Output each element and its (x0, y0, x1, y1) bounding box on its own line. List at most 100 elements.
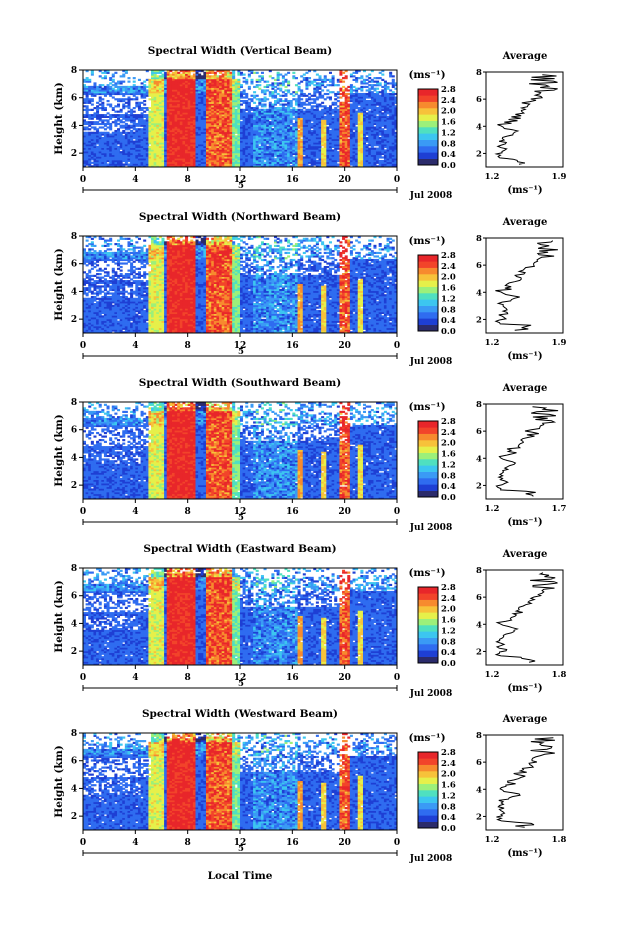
heatmap-cell (133, 84, 136, 86)
heatmap-cell (135, 102, 138, 104)
heatmap-cell (146, 89, 149, 91)
heatmap-cell (240, 84, 243, 86)
heatmap-cell (240, 72, 243, 74)
heatmap-cell (120, 109, 123, 111)
heatmap-cell (135, 86, 138, 88)
heatmap-cell (96, 121, 99, 123)
heatmap-cell (101, 84, 104, 86)
heatmap-cell (277, 88, 280, 90)
heatmap-cell (122, 130, 125, 132)
heatmap-cell (308, 102, 311, 104)
heatmap-cell (339, 96, 342, 98)
heatmap-cell (308, 93, 311, 95)
heatmap-cell (292, 95, 295, 97)
heatmap-cell (245, 79, 248, 81)
heatmap-cell (127, 125, 130, 127)
heatmap-cell (88, 109, 91, 111)
heatmap-cell (86, 126, 89, 128)
heatmap-cell (258, 79, 261, 81)
heatmap-cell (300, 102, 303, 104)
heatmap-cell (146, 107, 149, 109)
heatmap-cell (235, 109, 238, 111)
heatmap-cell (329, 91, 332, 93)
heatmap-cell (93, 126, 96, 128)
heatmap-cell (127, 96, 130, 98)
heatmap-cell (347, 86, 350, 88)
heatmap-cell (122, 98, 125, 100)
heatmap-cell (143, 111, 146, 113)
heatmap-cell (91, 104, 94, 106)
heatmap-cell (109, 86, 112, 88)
heatmap-cell (261, 89, 264, 91)
heatmap-cell (300, 98, 303, 100)
heatmap-cell (319, 75, 322, 77)
heatmap-cell (120, 75, 123, 77)
heatmap-cell (245, 100, 248, 102)
heatmap-cell (99, 84, 102, 86)
heatmap-cell (138, 102, 141, 104)
heatmap-cell (130, 98, 133, 100)
heatmap-cell (148, 79, 151, 81)
heatmap-cell (91, 98, 94, 100)
heatmap-cell (311, 98, 314, 100)
heatmap-cell (243, 81, 246, 83)
heatmap-cell (353, 72, 356, 74)
heatmap-cell (353, 86, 356, 88)
heatmap-cell (253, 107, 256, 109)
heatmap-cell (107, 132, 110, 134)
heatmap-cell (130, 125, 133, 127)
heatmap-cell (316, 79, 319, 81)
heatmap-cell (332, 109, 335, 111)
heatmap-cell (101, 132, 104, 134)
heatmap-cell (321, 102, 324, 104)
heatmap-cell (256, 79, 259, 81)
heatmap-cell (146, 86, 149, 88)
heatmap-cell (300, 139, 303, 141)
heatmap-cell (138, 79, 141, 81)
heatmap-cell (114, 114, 117, 116)
heatmap-cell (91, 162, 94, 164)
heatmap-cell (240, 104, 243, 106)
heatmap-cell (342, 118, 345, 120)
heatmap-cell (321, 109, 324, 111)
heatmap-cell (248, 86, 251, 88)
heatmap-cell (133, 111, 136, 113)
heatmap-cell (337, 96, 340, 98)
heatmap-cell (368, 74, 371, 76)
heatmap-cell (127, 86, 130, 88)
heatmap-cell (284, 74, 287, 76)
heatmap-cell (305, 72, 308, 74)
heatmap-cell (345, 88, 348, 90)
heatmap-cell (345, 126, 348, 128)
heatmap-cell (127, 81, 130, 83)
heatmap-cell (337, 163, 340, 165)
heatmap-cell (112, 114, 115, 116)
heatmap-cell (96, 102, 99, 104)
heatmap-cell (148, 146, 151, 148)
heatmap-cell (269, 75, 272, 77)
heatmap-cell (122, 135, 125, 137)
heatmap-cell (339, 79, 342, 81)
heatmap-cell (130, 130, 133, 132)
heatmap-cell (303, 156, 306, 158)
heatmap-cell (311, 130, 314, 132)
heatmap-cell (284, 79, 287, 81)
heatmap-cell (271, 77, 274, 79)
heatmap-cell (120, 119, 123, 121)
heatmap-cell (266, 84, 269, 86)
heatmap-cell (287, 72, 290, 74)
heatmap-cell (141, 102, 144, 104)
heatmap-cell (112, 107, 115, 109)
heatmap-cell (122, 163, 125, 165)
panel-0: Spectral Width (Vertical Beam)2468Height… (53, 45, 566, 201)
heatmap-cell (329, 96, 332, 98)
heatmap-cell (112, 121, 115, 123)
heatmap-cell (99, 104, 102, 106)
heatmap-cell (366, 100, 369, 102)
heatmap-cell (355, 126, 358, 128)
heatmap-cell (125, 102, 128, 104)
heatmap-cell (114, 82, 117, 84)
heatmap-cell (164, 72, 167, 74)
heatmap-cell (271, 82, 274, 84)
heatmap-cell (133, 141, 136, 143)
